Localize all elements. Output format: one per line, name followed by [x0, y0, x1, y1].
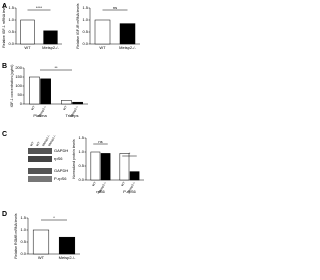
band-label: P-rpS6	[54, 176, 67, 181]
bar	[72, 101, 83, 105]
x-tick-label: rpS6	[96, 189, 105, 194]
legend-label: WT	[30, 105, 36, 111]
x-tick-label: Plasma	[33, 113, 47, 118]
y-tick-label: 0.5	[20, 239, 26, 244]
x-tick-label: WT	[24, 45, 31, 50]
bar	[90, 151, 101, 181]
y-tick-label: 1.0	[8, 17, 14, 22]
panel-label: B	[2, 63, 7, 70]
y-tick-label: 50	[18, 92, 23, 97]
y-tick-label: 100	[15, 83, 22, 88]
y-axis-title: Relative RGMB mRNA levels	[14, 213, 18, 258]
legend-label: Meisp2-/-	[69, 105, 79, 118]
significance: ns	[98, 139, 102, 144]
legend-label: Meisp2-/-	[126, 181, 136, 194]
bar	[129, 171, 140, 181]
y-tick-label: 1.5	[78, 135, 84, 140]
significance: ****	[36, 5, 43, 10]
legend-label: WT	[120, 181, 126, 187]
y-tick-label: 0.0	[8, 41, 14, 46]
y-tick-label: 1.0	[20, 227, 26, 232]
y-tick-label: 1.0	[78, 149, 84, 154]
legend-label: Meisp2-/-	[37, 105, 47, 118]
significance: ns	[113, 5, 117, 10]
y-tick-label: 200	[15, 65, 22, 70]
bar	[94, 19, 111, 45]
x-tick-label: WT	[99, 45, 106, 50]
lane-label: WT	[35, 141, 41, 147]
y-tick-label: 1.5	[20, 215, 26, 220]
y-tick-label: 0.0	[78, 177, 84, 182]
background	[0, 0, 150, 280]
significance: *	[129, 151, 131, 156]
y-tick-label: 0.0	[82, 41, 88, 46]
y-axis-title: Normalized protein levels	[72, 139, 76, 179]
y-axis-title: IGF-1 concentration (pg/ml)	[10, 65, 14, 108]
blot-band	[28, 168, 52, 174]
x-tick-label: Meisp2-/-	[59, 255, 76, 260]
bar	[61, 100, 72, 105]
bar	[58, 236, 76, 255]
y-tick-label: 0.5	[78, 163, 84, 168]
band-label: GAPDH	[54, 148, 68, 153]
y-tick-label: 1.0	[82, 17, 88, 22]
y-axis-title: Relative IGF-1 mRNA levels	[2, 4, 6, 48]
y-tick-label: 0	[20, 101, 23, 106]
band-label: rpS6	[54, 156, 63, 161]
blot-band	[28, 148, 52, 154]
panel-label: C	[2, 131, 7, 138]
lane-label: Meisp2-/-	[41, 134, 51, 147]
y-tick-label: 1.5	[82, 5, 88, 10]
bar	[43, 30, 58, 45]
legend-label: WT	[91, 181, 97, 187]
bar	[119, 153, 130, 181]
bar	[20, 19, 35, 45]
x-tick-label: WT	[38, 255, 45, 260]
panel-label: D	[2, 211, 7, 218]
x-tick-label: P-rpS6	[123, 189, 136, 194]
panel-label: A	[2, 3, 7, 10]
western-blot	[28, 148, 52, 182]
y-tick-label: 0.5	[82, 29, 88, 34]
blot-band	[28, 176, 52, 182]
lane-label: Meisp2-/-	[47, 134, 57, 147]
y-tick-label: 0.0	[20, 251, 26, 256]
bar	[32, 229, 50, 255]
significance: *	[53, 215, 55, 220]
legend-label: Meisp2-/-	[97, 181, 107, 194]
y-tick-label: 1.5	[8, 5, 14, 10]
y-tick-label: 0.5	[8, 29, 14, 34]
x-tick-label: Meisp2-/-	[119, 45, 136, 50]
blot-band	[28, 156, 52, 162]
y-tick-label: 150	[15, 74, 22, 79]
bar	[100, 153, 111, 181]
x-tick-label: Triceps	[66, 113, 79, 118]
significance: **	[54, 65, 58, 70]
bar	[40, 78, 51, 105]
band-label: GAPDH	[54, 168, 68, 173]
bar	[29, 76, 40, 105]
y-axis-title: Relative IGF-IR mRNA levels	[76, 3, 80, 48]
x-tick-label: Meisp2-/-	[42, 45, 59, 50]
lane-label: WT	[29, 141, 35, 147]
bar	[119, 23, 136, 45]
legend-label: WT	[62, 105, 68, 111]
